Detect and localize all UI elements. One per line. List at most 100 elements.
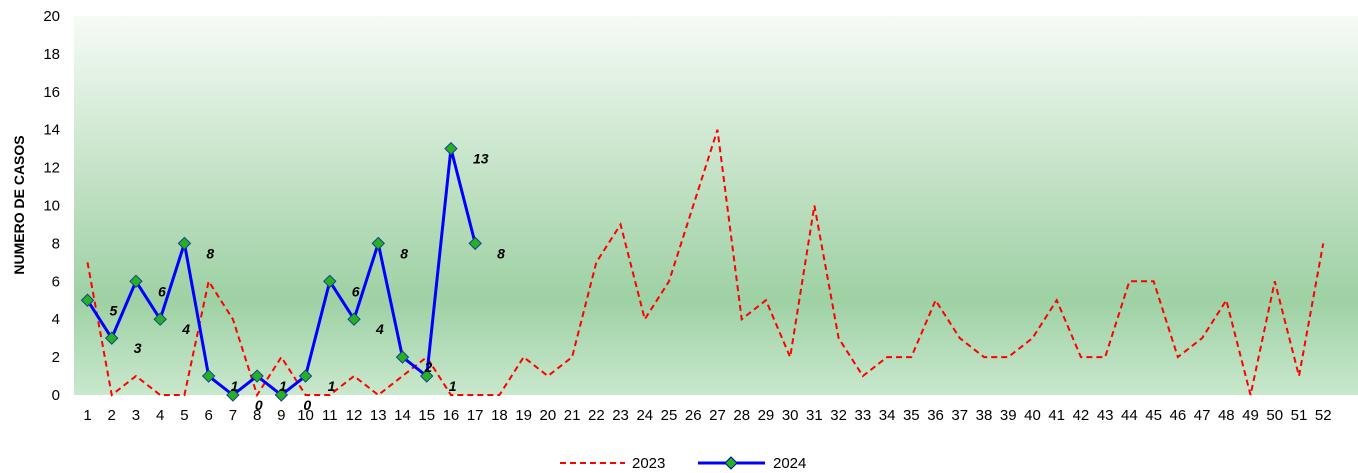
x-tick-label: 26 bbox=[685, 407, 702, 424]
x-tick-label: 22 bbox=[588, 407, 605, 424]
x-tick-label: 4 bbox=[156, 407, 164, 424]
y-tick-label: 6 bbox=[52, 273, 60, 290]
data-label-2024: 1 bbox=[279, 378, 287, 394]
x-tick-label: 15 bbox=[418, 407, 435, 424]
series-2023-line bbox=[86, 129, 1325, 398]
x-tick-label: 47 bbox=[1194, 407, 1211, 424]
x-tick-label: 32 bbox=[830, 407, 847, 424]
y-tick-label: 10 bbox=[43, 198, 60, 215]
x-tick-label: 29 bbox=[758, 407, 775, 424]
x-tick-label: 14 bbox=[394, 407, 411, 424]
y-tick-label: 2 bbox=[52, 349, 60, 366]
x-tick-label: 37 bbox=[951, 407, 968, 424]
series-2024-point bbox=[129, 274, 143, 289]
series-2024-point bbox=[323, 274, 337, 289]
x-tick-label: 43 bbox=[1097, 407, 1114, 424]
data-label-2024: 1 bbox=[449, 378, 457, 394]
data-label-2024: 6 bbox=[352, 283, 360, 299]
x-tick-label: 1 bbox=[83, 407, 91, 424]
x-tick-label: 41 bbox=[1048, 407, 1065, 424]
x-tick-label: 10 bbox=[297, 407, 314, 424]
x-tick-label: 24 bbox=[636, 407, 653, 424]
x-tick-label: 33 bbox=[855, 407, 872, 424]
data-label-2024: 1 bbox=[328, 378, 336, 394]
y-tick-label: 16 bbox=[43, 84, 60, 101]
series-2024-point bbox=[250, 369, 264, 383]
x-tick-label: 28 bbox=[733, 407, 750, 424]
x-tick-label: 13 bbox=[370, 407, 387, 424]
x-tick-label: 52 bbox=[1315, 407, 1332, 424]
y-tick-label: 12 bbox=[43, 160, 60, 177]
x-tick-label: 25 bbox=[661, 407, 678, 424]
y-tick-label: 4 bbox=[52, 311, 60, 328]
series-2024-point bbox=[444, 141, 458, 156]
series-2024-point bbox=[201, 369, 216, 383]
data-label-2024: 8 bbox=[400, 245, 408, 261]
legend-2024-marker bbox=[724, 456, 738, 470]
data-label-2024: 4 bbox=[375, 321, 384, 337]
x-tick-label: 39 bbox=[1000, 407, 1017, 424]
x-tick-label: 8 bbox=[253, 407, 261, 424]
data-label-2024: 5 bbox=[110, 302, 118, 318]
x-tick-label: 21 bbox=[564, 407, 581, 424]
series-2024-point bbox=[105, 331, 119, 345]
x-tick-label: 5 bbox=[180, 407, 188, 424]
x-tick-label: 51 bbox=[1291, 407, 1308, 424]
x-tick-label: 50 bbox=[1266, 407, 1283, 424]
x-tick-label: 17 bbox=[467, 407, 484, 424]
x-tick-label: 36 bbox=[927, 407, 944, 424]
plot-area bbox=[74, 16, 1358, 395]
x-tick-label: 20 bbox=[540, 407, 557, 424]
data-label-2024: 1 bbox=[231, 378, 239, 394]
x-tick-label: 9 bbox=[277, 407, 285, 424]
series-2024-point bbox=[347, 312, 361, 326]
x-tick-label: 6 bbox=[204, 407, 212, 424]
series-2024-point bbox=[371, 236, 385, 251]
x-tick-label: 40 bbox=[1024, 407, 1041, 424]
y-tick-label: 14 bbox=[43, 122, 60, 139]
x-tick-label: 34 bbox=[879, 407, 896, 424]
y-axis-label: NUMERO DE CASOS bbox=[11, 135, 27, 274]
x-tick-label: 16 bbox=[443, 407, 460, 424]
x-tick-label: 23 bbox=[612, 407, 629, 424]
series-2024-point bbox=[298, 369, 313, 383]
data-label-2024: 8 bbox=[497, 245, 505, 261]
legend: 2023 2024 bbox=[560, 455, 806, 472]
series-2024-point bbox=[420, 369, 434, 383]
x-tick-label: 48 bbox=[1218, 407, 1235, 424]
x-tick-label: 31 bbox=[806, 407, 823, 424]
y-tick-label: 0 bbox=[52, 387, 60, 404]
x-tick-label: 35 bbox=[903, 407, 920, 424]
series-2024-point bbox=[153, 312, 167, 326]
legend-2024-label: 2024 bbox=[773, 455, 806, 472]
y-tick-label: 18 bbox=[43, 46, 60, 63]
data-label-2024: 3 bbox=[134, 340, 142, 356]
series-2024-point bbox=[226, 388, 240, 402]
y-tick-label: 8 bbox=[52, 235, 60, 252]
x-tick-label: 7 bbox=[229, 407, 237, 424]
series-2024-point bbox=[80, 293, 95, 307]
x-tick-label: 30 bbox=[782, 407, 799, 424]
series-2024-point bbox=[468, 236, 482, 251]
x-tick-label: 27 bbox=[709, 407, 726, 424]
x-tick-label: 49 bbox=[1242, 407, 1259, 424]
x-tick-label: 2 bbox=[108, 407, 116, 424]
data-label-2024: 8 bbox=[206, 245, 214, 261]
x-tick-label: 18 bbox=[491, 407, 508, 424]
data-label-2024: 6 bbox=[158, 283, 166, 299]
series-layer bbox=[80, 129, 1325, 402]
x-tick-label: 44 bbox=[1121, 407, 1138, 424]
series-2024-point bbox=[274, 388, 289, 402]
x-tick-label: 38 bbox=[976, 407, 993, 424]
data-label-2024: 13 bbox=[473, 151, 489, 167]
data-label-2024: 2 bbox=[423, 359, 432, 375]
x-axis: 1 2 3 4 5 6 7 8 9 10 11 12 13 14 15 16 17 18 19 20 21 22 23 24 2… bbox=[83, 407, 1331, 424]
data-label-2024: 0 bbox=[303, 397, 311, 413]
x-tick-label: 42 bbox=[1073, 407, 1090, 424]
series-2024-point bbox=[395, 350, 410, 364]
y-axis: 0 2 4 6 8 10 12 14 16 18 20 bbox=[43, 8, 60, 404]
data-label-2024: 4 bbox=[181, 321, 190, 337]
x-tick-label: 19 bbox=[515, 407, 532, 424]
